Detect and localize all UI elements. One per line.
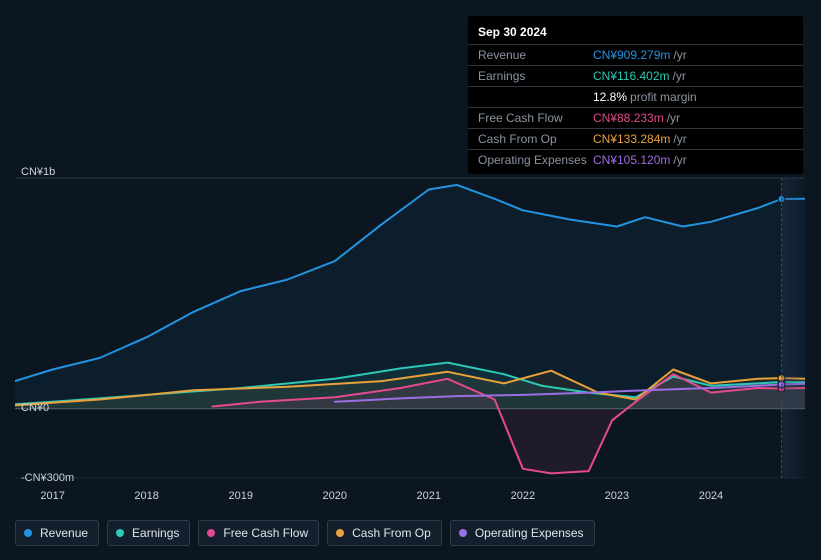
legend-item[interactable]: Cash From Op xyxy=(327,520,442,546)
tooltip-panel: Sep 30 2024 RevenueCN¥909.279m/yrEarning… xyxy=(468,16,803,174)
legend-item[interactable]: Free Cash Flow xyxy=(198,520,319,546)
tooltip-row-suffix: /yr xyxy=(673,48,686,62)
legend-label: Earnings xyxy=(132,526,179,540)
tooltip-row-value: CN¥116.402m xyxy=(593,69,670,83)
legend-dot-icon xyxy=(24,529,32,537)
tooltip-row-value: CN¥133.284m xyxy=(593,132,670,146)
x-axis-tick: 2023 xyxy=(605,490,629,502)
x-axis-tick: 2019 xyxy=(228,490,252,502)
tooltip-row-value: CN¥909.279m xyxy=(593,48,670,62)
y-axis-tick: CN¥0 xyxy=(21,402,49,414)
tooltip-rows: RevenueCN¥909.279m/yrEarningsCN¥116.402m… xyxy=(468,45,803,170)
legend-label: Revenue xyxy=(40,526,88,540)
tooltip-row-suffix: profit margin xyxy=(630,90,697,104)
forecast-zone xyxy=(781,178,805,478)
legend-item[interactable]: Earnings xyxy=(107,520,190,546)
tooltip-row: EarningsCN¥116.402m/yr xyxy=(468,66,803,87)
legend-label: Operating Expenses xyxy=(475,526,584,540)
tooltip-row: Free Cash FlowCN¥88.233m/yr xyxy=(468,108,803,129)
y-axis-tick: -CN¥300m xyxy=(21,472,74,484)
x-axis-tick: 2020 xyxy=(323,490,347,502)
legend-dot-icon xyxy=(116,529,124,537)
tooltip-row-value: 12.8% xyxy=(593,90,627,104)
tooltip-row-label xyxy=(478,90,593,104)
tooltip-date: Sep 30 2024 xyxy=(468,22,803,45)
tooltip-row-suffix: /yr xyxy=(673,69,686,83)
tooltip-row-suffix: /yr xyxy=(667,111,680,125)
x-axis-tick: 2021 xyxy=(417,490,441,502)
tooltip-row-label: Revenue xyxy=(478,48,593,62)
legend-label: Cash From Op xyxy=(352,526,431,540)
legend-item[interactable]: Revenue xyxy=(15,520,99,546)
tooltip-row-suffix: /yr xyxy=(673,132,686,146)
chart-legend: Revenue Earnings Free Cash Flow Cash From O… xyxy=(15,520,595,546)
legend-dot-icon xyxy=(459,529,467,537)
x-axis-tick: 2024 xyxy=(699,490,723,502)
x-axis-tick: 2018 xyxy=(134,490,158,502)
tooltip-row-label: Cash From Op xyxy=(478,132,593,146)
tooltip-row-label: Free Cash Flow xyxy=(478,111,593,125)
legend-dot-icon xyxy=(207,529,215,537)
y-axis-tick: CN¥1b xyxy=(21,166,55,178)
x-axis-tick: 2022 xyxy=(511,490,535,502)
tooltip-row: Cash From OpCN¥133.284m/yr xyxy=(468,129,803,150)
tooltip-row-label: Earnings xyxy=(478,69,593,83)
tooltip-row: RevenueCN¥909.279m/yr xyxy=(468,45,803,66)
tooltip-row-value: CN¥88.233m xyxy=(593,111,664,125)
chart-svg xyxy=(15,160,805,480)
legend-label: Free Cash Flow xyxy=(223,526,308,540)
x-axis-tick: 2017 xyxy=(40,490,64,502)
tooltip-row: 12.8%profit margin xyxy=(468,87,803,108)
legend-item[interactable]: Operating Expenses xyxy=(450,520,595,546)
legend-dot-icon xyxy=(336,529,344,537)
chart-area: CN¥1b CN¥0 -CN¥300m 2017 2018 2019 2020 2021 20… xyxy=(15,160,805,510)
